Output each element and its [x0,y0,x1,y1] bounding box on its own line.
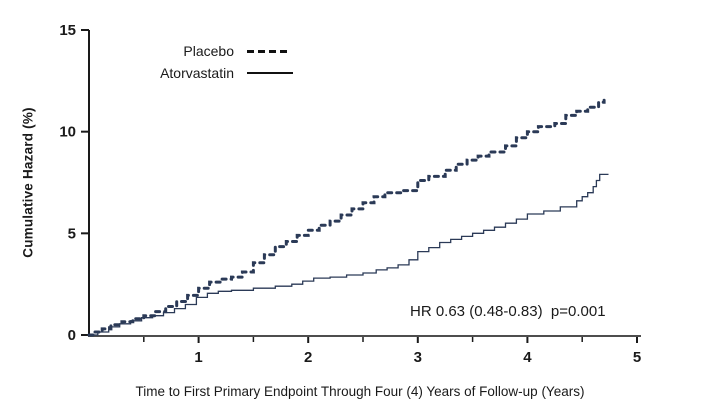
atorvastatin-curve [89,173,609,336]
legend-label-atorvastatin: Atorvastatin [160,65,234,81]
legend-label-placebo: Placebo [183,43,234,59]
placebo-dashed-line-swatch [247,49,289,53]
legend: Placebo Atorvastatin [138,40,293,84]
y-tick-label: 10 [59,124,76,141]
legend-item-atorvastatin: Atorvastatin [138,62,293,84]
y-tick-label: 0 [68,327,76,344]
atorvastatin-solid-line-swatch [247,72,293,74]
hazard-ratio-annotation: HR 0.63 (0.48-0.83) p=0.001 [410,303,606,320]
x-axis-title: Time to First Primary Endpoint Through F… [135,384,585,399]
y-tick-label: 15 [59,22,76,39]
y-tick-label: 5 [68,225,76,242]
x-tick-label: 5 [633,349,641,366]
placebo-curve [87,98,606,337]
x-tick-label: 3 [414,349,422,366]
x-tick-label: 2 [304,349,312,366]
x-tick-label: 1 [194,349,202,366]
y-axis-title: Cumulative Hazard (%) [20,107,36,258]
x-tick-label: 4 [523,349,532,366]
legend-item-placebo: Placebo [138,40,293,62]
